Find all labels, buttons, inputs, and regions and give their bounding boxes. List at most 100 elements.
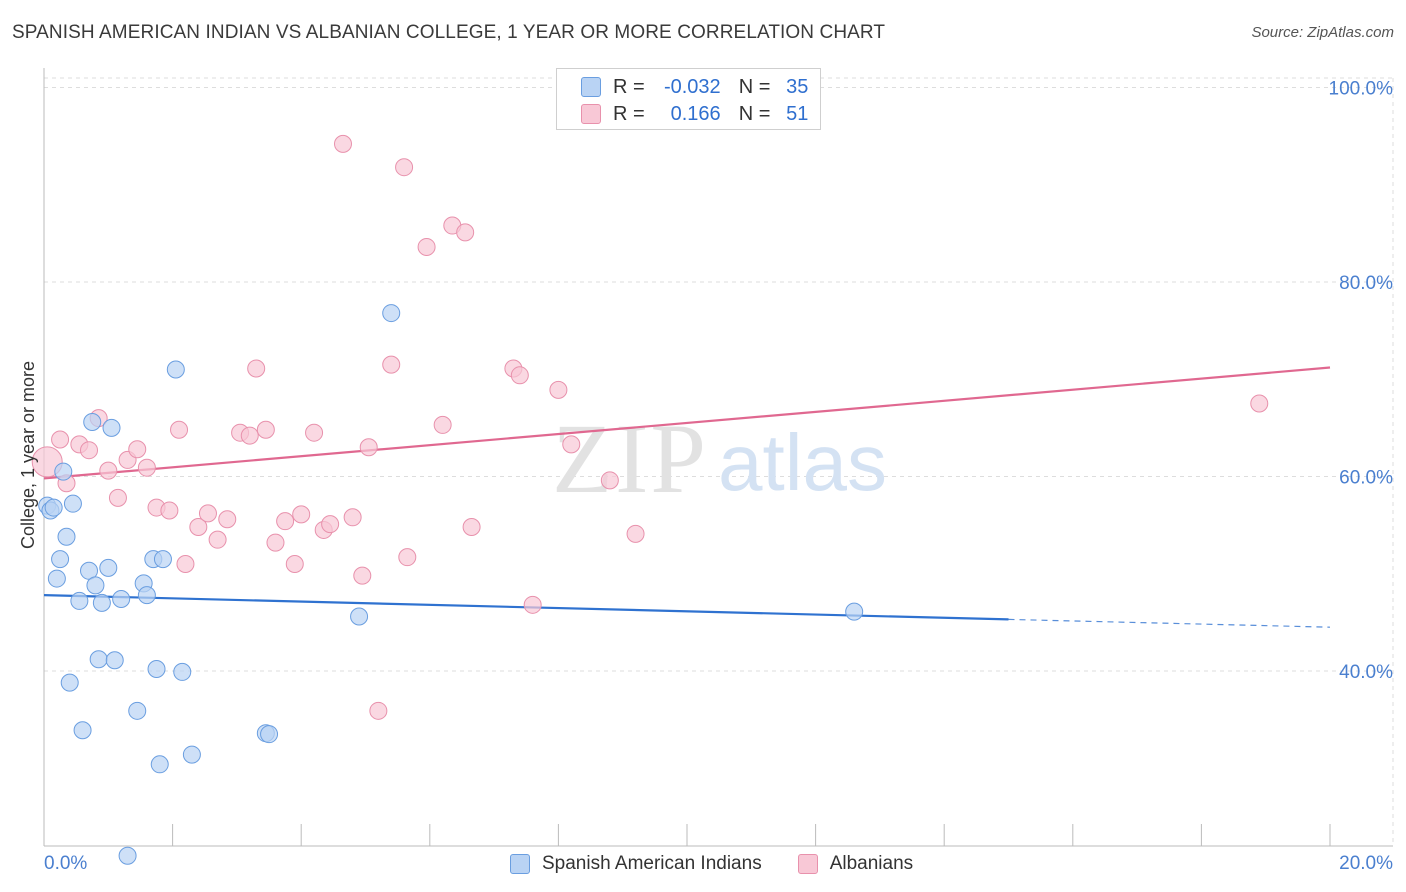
spanish-american-indians-point — [47, 569, 66, 588]
spanish-american-indians-point — [73, 721, 92, 740]
albanians-point — [285, 554, 304, 573]
albanians-point — [276, 512, 295, 531]
data-points — [31, 134, 1269, 865]
chart-title: SPANISH AMERICAN INDIAN VS ALBANIAN COLL… — [12, 22, 886, 43]
spanish-american-indians-point — [128, 701, 147, 720]
legend-r-value: -0.032 — [663, 75, 721, 98]
axes — [43, 68, 1393, 847]
trend-line-extrapolated — [1008, 618, 1331, 628]
albanians-point — [510, 366, 529, 385]
spanish-american-indians-point — [845, 602, 864, 621]
albanians-point — [51, 430, 70, 449]
albanians-point — [137, 458, 156, 477]
spanish-american-indians-point — [173, 662, 192, 681]
y-axis-label: College, 1 year or more — [18, 361, 38, 549]
spanish-american-indians-point — [86, 576, 105, 595]
albanians-point — [433, 415, 452, 434]
legend-swatch-pink — [581, 104, 601, 124]
spanish-american-indians-point — [382, 304, 401, 323]
albanians-point — [600, 471, 619, 490]
albanians-point — [189, 518, 208, 537]
legend-swatch-pink — [797, 854, 818, 874]
legend-row-blue: R = -0.032 N = 35 — [581, 74, 808, 100]
spanish-american-indians-point — [147, 660, 166, 679]
albanians-point — [256, 420, 275, 439]
legend-r-value: 0.166 — [670, 102, 721, 125]
albanians-point — [562, 435, 581, 454]
albanians-point — [1250, 394, 1269, 413]
spanish-american-indians-point — [350, 607, 369, 626]
albanians-point — [99, 461, 118, 480]
legend-item-spanish-american-indians[interactable]: Spanish American Indians — [510, 853, 762, 875]
albanians-point — [343, 508, 362, 527]
y-tick-label: 100.0% — [1329, 78, 1394, 99]
tick-labels: 40.0% 60.0% 80.0% 100.0% 0.0% 20.0% — [44, 78, 1393, 874]
spanish-american-indians-point — [102, 418, 121, 437]
spanish-american-indians-point — [83, 412, 102, 431]
legend-swatch-blue — [510, 854, 530, 874]
albanians-point — [128, 440, 147, 459]
spanish-american-indians-point — [137, 586, 156, 605]
albanians-point — [456, 223, 475, 242]
legend-item-albanians[interactable]: Albanians — [797, 853, 914, 875]
albanians-point — [462, 518, 481, 537]
legend-label: Spanish American Indians — [542, 853, 762, 874]
spanish-american-indians-point — [44, 498, 63, 517]
albanians-point — [218, 510, 237, 529]
legend-r-label: R = — [613, 102, 645, 125]
albanians-point — [333, 134, 352, 153]
spanish-american-indians-point — [153, 550, 172, 569]
legend-row-pink: R = 0.166 N = 51 — [581, 101, 808, 127]
legend-n-value: 51 — [786, 102, 809, 125]
spanish-american-indians-point — [63, 494, 82, 513]
spanish-american-indians-point — [182, 745, 201, 764]
watermark-atlas: atlas — [718, 418, 887, 507]
spanish-american-indians-point — [89, 650, 108, 669]
albanians-point — [240, 426, 259, 445]
spanish-american-indians-point — [99, 558, 118, 577]
x-tick-label: 0.0% — [44, 853, 87, 874]
albanians-point — [247, 359, 266, 378]
albanians-point — [417, 237, 436, 256]
albanians-point — [108, 488, 127, 507]
albanians-point — [198, 504, 217, 523]
stats-legend: R = -0.032 N = 35 R = 0.166 N = 51 — [556, 68, 821, 130]
albanians-point — [305, 423, 324, 442]
legend-r-label: R = — [613, 75, 645, 98]
spanish-american-indians-point — [112, 589, 131, 608]
legend-label: Albanians — [829, 853, 914, 874]
albanians-point — [321, 515, 340, 534]
spanish-american-indians-point — [118, 846, 137, 865]
source-label: Source: ZipAtlas.com — [1251, 24, 1394, 41]
albanians-point — [398, 548, 417, 567]
albanians-point — [170, 420, 189, 439]
spanish-american-indians-point — [92, 593, 111, 612]
albanians-point — [626, 524, 645, 543]
albanians-point — [80, 441, 99, 460]
watermark: ZIP atlas — [552, 403, 887, 514]
albanians-point — [369, 701, 388, 720]
spanish-american-indians-point — [105, 651, 124, 670]
spanish-american-indians-point — [70, 591, 89, 610]
albanians-point — [266, 533, 285, 552]
albanians-point — [382, 355, 401, 374]
spanish-american-indians-point — [51, 550, 70, 569]
x-tick-label: 20.0% — [1339, 853, 1393, 874]
legend-swatch-blue — [581, 77, 601, 97]
legend-n-label: N = — [738, 75, 771, 98]
albanians-point — [549, 380, 568, 399]
legend-n-label: N = — [738, 102, 771, 125]
albanians-point — [160, 501, 179, 520]
legend-n-value: 35 — [786, 75, 809, 98]
y-tick-label: 60.0% — [1339, 467, 1393, 488]
spanish-american-indians-point — [54, 462, 73, 481]
albanians-point — [523, 595, 542, 614]
trend-line-albanians — [43, 366, 1331, 480]
spanish-american-indians-point — [57, 527, 76, 546]
spanish-american-indians-point — [260, 725, 279, 744]
albanians-point — [208, 530, 227, 549]
albanians-point — [359, 438, 378, 457]
series-legend: Spanish American Indians Albanians — [510, 851, 949, 877]
albanians-point — [353, 566, 372, 585]
